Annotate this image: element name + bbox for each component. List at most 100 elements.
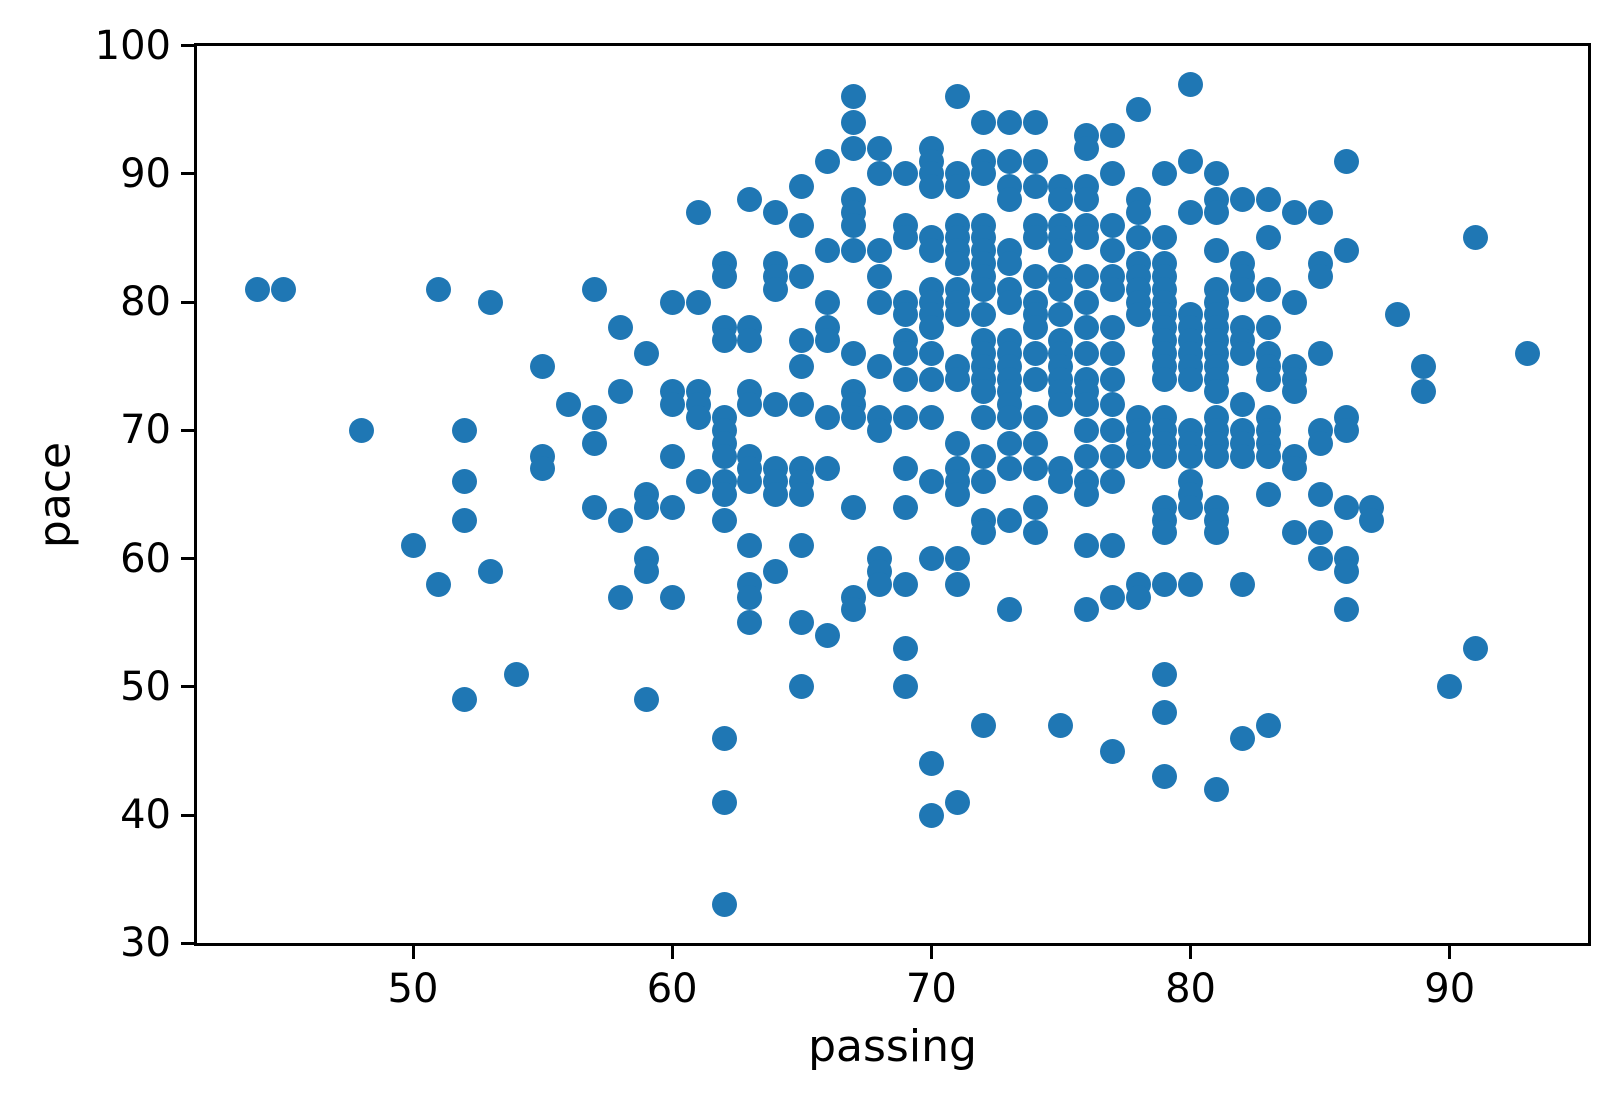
data-point [996, 186, 1022, 212]
data-point [1307, 340, 1333, 366]
data-point [1022, 366, 1048, 392]
data-point [1126, 199, 1152, 225]
data-point [1411, 353, 1437, 379]
data-point [944, 174, 970, 200]
data-point [1178, 199, 1204, 225]
data-point [996, 148, 1022, 174]
data-point [1203, 199, 1229, 225]
data-point [1048, 469, 1074, 495]
data-point [867, 289, 893, 315]
data-point [944, 302, 970, 328]
data-point [996, 507, 1022, 533]
data-point [633, 494, 659, 520]
data-point [867, 135, 893, 161]
data-point [1229, 276, 1255, 302]
data-point [1126, 97, 1152, 123]
data-point [1152, 571, 1178, 597]
data-point [815, 238, 841, 264]
data-point [1385, 302, 1411, 328]
data-point [1411, 379, 1437, 405]
data-point [1229, 571, 1255, 597]
data-point [789, 533, 815, 559]
data-point [789, 674, 815, 700]
data-point [659, 494, 685, 520]
data-point [892, 340, 918, 366]
data-point [892, 571, 918, 597]
data-point [1281, 289, 1307, 315]
data-point [1074, 135, 1100, 161]
data-point [1022, 263, 1048, 289]
data-point [581, 405, 607, 431]
y-tick-label: 70 [120, 407, 171, 454]
data-point [1022, 174, 1048, 200]
data-point [1255, 443, 1281, 469]
data-point [1074, 533, 1100, 559]
data-point [1281, 520, 1307, 546]
data-point [815, 289, 841, 315]
data-point [1100, 584, 1126, 610]
data-point [892, 635, 918, 661]
data-point [944, 84, 970, 110]
data-point [1022, 110, 1048, 136]
data-point [1255, 276, 1281, 302]
data-point [478, 558, 504, 584]
data-point [815, 148, 841, 174]
data-point [1100, 238, 1126, 264]
data-point [1307, 520, 1333, 546]
data-point [659, 443, 685, 469]
data-point [1074, 289, 1100, 315]
data-point [944, 366, 970, 392]
x-tick-label: 50 [387, 966, 439, 1012]
data-point [1074, 315, 1100, 341]
data-point [633, 558, 659, 584]
data-point [1152, 764, 1178, 790]
data-point [1022, 315, 1048, 341]
data-point [1022, 430, 1048, 456]
x-tick-label: 90 [1424, 966, 1476, 1012]
data-point [1203, 777, 1229, 802]
data-point [1229, 340, 1255, 366]
data-point [918, 174, 944, 200]
data-point [763, 482, 789, 507]
x-axis-tick [1189, 946, 1193, 959]
data-point [1100, 533, 1126, 559]
data-point [1178, 494, 1204, 520]
data-point [1307, 482, 1333, 507]
data-point [685, 289, 711, 315]
data-point [1333, 417, 1359, 443]
data-point [841, 238, 867, 264]
data-point [1100, 161, 1126, 187]
data-point [996, 289, 1022, 315]
data-point [1022, 520, 1048, 546]
y-axis-tick [181, 172, 194, 176]
data-point [1255, 186, 1281, 212]
data-point [1307, 430, 1333, 456]
data-point [918, 405, 944, 431]
data-point [1074, 225, 1100, 251]
data-point [1100, 366, 1126, 392]
data-point [1281, 379, 1307, 405]
data-point [1178, 443, 1204, 469]
data-point [1022, 456, 1048, 482]
data-point [1307, 263, 1333, 289]
data-point [841, 135, 867, 161]
data-point [944, 546, 970, 572]
data-point [1022, 405, 1048, 431]
data-point [996, 110, 1022, 136]
data-point [970, 161, 996, 187]
data-point [789, 610, 815, 636]
data-point [918, 340, 944, 366]
data-point [711, 892, 737, 918]
data-point [607, 507, 633, 533]
data-point [1100, 315, 1126, 341]
data-point [1203, 443, 1229, 469]
data-point [841, 212, 867, 238]
data-point [1463, 225, 1489, 251]
y-tick-label: 80 [120, 279, 171, 326]
data-point [815, 623, 841, 649]
data-point [1100, 469, 1126, 495]
data-point [1359, 507, 1385, 533]
data-point [1333, 597, 1359, 623]
data-point [789, 328, 815, 354]
